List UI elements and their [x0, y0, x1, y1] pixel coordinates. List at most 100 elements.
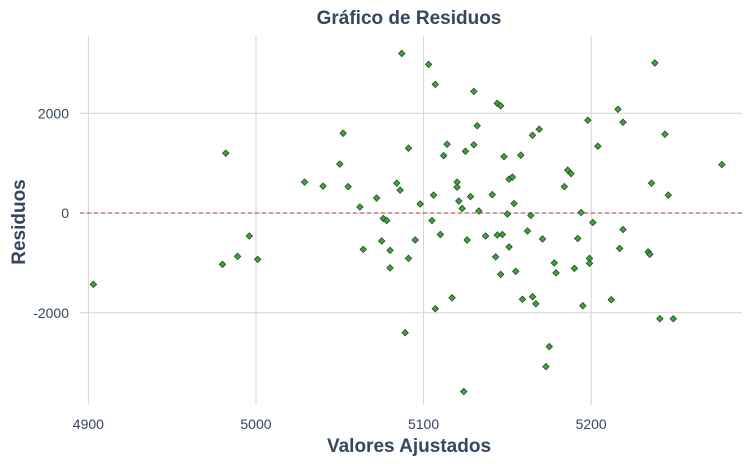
- data-point: [460, 387, 468, 396]
- data-points: [89, 49, 726, 396]
- data-point: [570, 264, 579, 273]
- data-point: [523, 227, 532, 235]
- data-point: [461, 147, 470, 155]
- data-point: [336, 160, 344, 168]
- data-point: [428, 216, 436, 225]
- data-point: [656, 314, 664, 323]
- data-point: [532, 300, 540, 308]
- data-point: [664, 191, 673, 199]
- data-point: [496, 102, 505, 110]
- data-point: [253, 255, 262, 264]
- data-point: [579, 302, 587, 310]
- data-point: [392, 179, 401, 187]
- data-point: [500, 152, 508, 161]
- data-point: [453, 183, 461, 191]
- data-point: [527, 211, 535, 220]
- data-point: [372, 194, 381, 202]
- data-point: [619, 118, 627, 127]
- data-point: [528, 293, 537, 301]
- data-point: [382, 216, 391, 225]
- data-point: [607, 296, 616, 304]
- data-point: [651, 59, 659, 67]
- y-tick-label: -2000: [33, 305, 69, 321]
- x-axis-title: Valores Ajustados: [327, 436, 491, 457]
- data-point: [436, 230, 445, 239]
- data-point: [517, 151, 525, 159]
- data-point: [454, 197, 463, 205]
- data-point: [498, 230, 507, 239]
- data-point: [584, 116, 592, 125]
- x-tick-label: 5000: [240, 416, 271, 432]
- data-point: [443, 140, 451, 148]
- data-point: [470, 87, 478, 96]
- data-point: [386, 246, 394, 255]
- data-point: [416, 200, 424, 208]
- data-point: [300, 178, 309, 186]
- data-point: [404, 254, 413, 263]
- data-point: [594, 142, 602, 150]
- data-point: [319, 182, 327, 190]
- data-point: [496, 270, 505, 279]
- x-tick-labels: 4900 5000 5100 5200: [73, 416, 607, 432]
- data-point: [718, 160, 726, 169]
- chart-title: Gráfico de Residuos: [317, 8, 502, 29]
- data-point: [542, 362, 550, 371]
- data-point: [245, 232, 254, 240]
- data-point: [552, 269, 560, 277]
- data-point: [614, 105, 622, 114]
- data-point: [470, 140, 478, 149]
- data-point: [510, 199, 518, 208]
- x-tick-label: 4900: [73, 416, 104, 432]
- data-point: [475, 207, 483, 215]
- y-tick-label: 0: [61, 205, 69, 221]
- data-point: [344, 182, 352, 191]
- data-point: [619, 225, 627, 234]
- data-point: [429, 191, 438, 199]
- data-point: [615, 244, 624, 253]
- data-point: [233, 252, 242, 261]
- data-point: [222, 149, 230, 157]
- data-point: [218, 260, 227, 269]
- data-point: [473, 121, 481, 130]
- data-point: [538, 235, 547, 243]
- data-point: [401, 328, 409, 337]
- data-point: [550, 259, 559, 267]
- data-point: [458, 204, 466, 213]
- data-point: [377, 237, 386, 245]
- data-point: [89, 280, 98, 289]
- data-point: [545, 342, 554, 351]
- x-tick-label: 5100: [408, 416, 439, 432]
- data-point: [511, 267, 520, 276]
- data-point: [646, 250, 654, 259]
- data-point: [573, 234, 582, 243]
- x-gridlines: [87, 36, 592, 405]
- data-point: [356, 203, 364, 211]
- data-point: [661, 130, 669, 138]
- data-point: [439, 151, 448, 160]
- data-point: [577, 208, 585, 217]
- data-point: [535, 125, 543, 134]
- data-point: [463, 236, 471, 244]
- data-point: [431, 80, 440, 89]
- data-point: [567, 169, 575, 178]
- data-point: [448, 294, 456, 302]
- data-point: [398, 49, 406, 58]
- data-point: [488, 190, 497, 199]
- data-point: [359, 245, 368, 254]
- data-point: [396, 186, 404, 194]
- x-tick-label: 5200: [576, 416, 607, 432]
- data-point: [560, 182, 569, 191]
- data-point: [585, 259, 594, 268]
- data-point: [404, 144, 413, 152]
- data-point: [505, 243, 513, 251]
- data-point: [669, 314, 678, 323]
- data-point: [508, 173, 517, 181]
- data-point: [518, 295, 527, 304]
- data-point: [481, 232, 490, 240]
- y-tick-labels: -2000 0 2000: [33, 105, 69, 320]
- data-point: [647, 179, 656, 187]
- data-point: [431, 304, 440, 313]
- data-point: [379, 214, 388, 223]
- y-tick-label: 2000: [38, 105, 69, 121]
